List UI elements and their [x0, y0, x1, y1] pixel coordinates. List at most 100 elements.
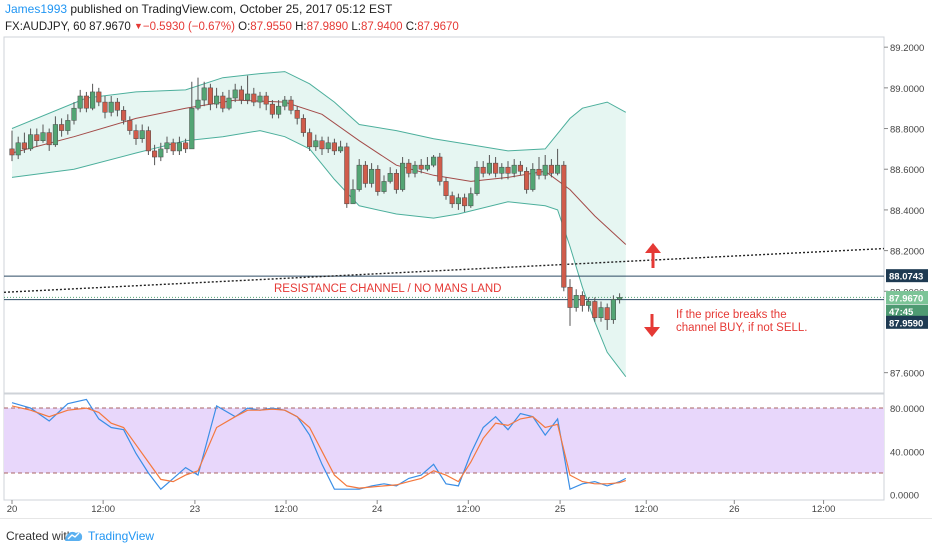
candle-body	[158, 148, 164, 158]
candle	[319, 136, 325, 155]
candle	[15, 136, 21, 160]
candle-body	[617, 297, 623, 300]
candle	[201, 81, 207, 107]
tradingview-logo-icon	[65, 531, 83, 541]
candle-body	[542, 164, 548, 176]
candle-body	[83, 95, 89, 109]
candle-body	[201, 87, 207, 101]
candle	[431, 154, 437, 168]
up-arrow-icon	[645, 243, 661, 268]
stoch-tick-label: 0.0000	[890, 491, 919, 502]
candle	[437, 152, 443, 186]
candle-body	[269, 103, 275, 115]
candle	[387, 167, 393, 184]
candle-body	[393, 173, 399, 190]
candle	[573, 289, 579, 312]
candle	[604, 303, 610, 330]
bollinger-lower-line	[11, 130, 627, 378]
candle-body	[437, 156, 443, 182]
price-badge-label: 88.0743	[889, 272, 923, 283]
candle	[424, 157, 430, 172]
candle-body	[517, 164, 523, 172]
stoch-k-line	[11, 398, 627, 491]
candle-body	[387, 173, 393, 182]
candle-body	[238, 89, 244, 101]
candle-body	[207, 87, 213, 105]
candle-body	[344, 146, 350, 205]
strategy-note-line-2: channel BUY, if not SELL.	[676, 322, 808, 334]
candle	[288, 95, 294, 115]
candle	[183, 138, 189, 153]
candle-body	[288, 99, 294, 111]
low-value: 87.9400	[360, 21, 403, 33]
candle	[338, 140, 344, 153]
candle-body	[356, 164, 362, 190]
candle	[449, 191, 455, 208]
candle-body	[592, 301, 598, 318]
candle-body	[567, 286, 573, 308]
candle-body	[412, 164, 418, 174]
candle-body	[15, 142, 21, 156]
time-tick-label: 12:00	[274, 504, 298, 515]
candle	[90, 83, 96, 111]
author-link[interactable]: James1993	[5, 2, 68, 16]
candle-body	[548, 164, 554, 174]
candle	[331, 138, 337, 155]
high-label: H:	[295, 21, 307, 33]
down-arrow-icon	[644, 314, 660, 337]
candle-body	[152, 150, 158, 158]
candle-body	[102, 101, 108, 113]
candle-body	[586, 301, 592, 306]
candle-body	[145, 130, 151, 152]
resistance-channel-label: RESISTANCE CHANNEL / NO MANS LAND	[274, 283, 501, 295]
candle-body	[96, 91, 102, 103]
candle	[294, 106, 300, 125]
candle	[232, 83, 238, 103]
candle	[83, 91, 89, 113]
candle	[517, 161, 523, 176]
candle-body	[338, 146, 344, 152]
candle-body	[34, 134, 40, 141]
tradingview-brand-link[interactable]: TradingView	[88, 529, 155, 543]
price-pane-border	[3, 36, 885, 394]
candle	[443, 177, 449, 200]
price-tick-label: 88.4000	[890, 206, 924, 217]
dotted-trendline	[3, 247, 885, 294]
candle-body	[133, 130, 139, 139]
candle	[71, 102, 77, 125]
footer: Created with TradingView	[0, 518, 932, 551]
ohlc-line: FX:AUDJPY, 60 87.9670 ▼−0.5930 (−0.67%) …	[5, 18, 459, 36]
candle	[412, 161, 418, 178]
up-arrow-head	[645, 243, 661, 253]
candle-body	[59, 124, 65, 131]
candle-body	[369, 168, 375, 184]
candle	[468, 187, 474, 208]
time-tick-label: 12:00	[456, 504, 480, 515]
stoch-band-fill	[4, 408, 884, 473]
candle	[34, 128, 40, 147]
candle	[257, 91, 263, 109]
candle-body	[406, 162, 412, 174]
candle-body	[90, 91, 96, 109]
candle-body	[245, 93, 251, 101]
candle	[40, 124, 46, 143]
candle	[381, 175, 387, 194]
candle	[400, 157, 406, 192]
candle	[393, 169, 399, 194]
candle-body	[610, 299, 616, 321]
candle-body	[400, 162, 406, 190]
candle-body	[561, 164, 567, 288]
candle-body	[462, 197, 468, 207]
down-arrow-head	[644, 327, 660, 337]
candle	[46, 128, 52, 151]
candle-body	[362, 164, 368, 184]
candle-body	[325, 142, 331, 150]
price-badge-label: 87.9670	[889, 293, 923, 304]
price-tick-label: 89.2000	[890, 43, 924, 54]
price-badge-label: 87.9590	[889, 318, 923, 329]
price-chart[interactable]: RESISTANCE CHANNEL / NO MANS LAND If the …	[0, 0, 932, 518]
candle-body	[176, 142, 182, 152]
time-tick-label: 20	[7, 504, 18, 515]
candle-body	[46, 132, 52, 146]
time-tick-label: 12:00	[812, 504, 836, 515]
